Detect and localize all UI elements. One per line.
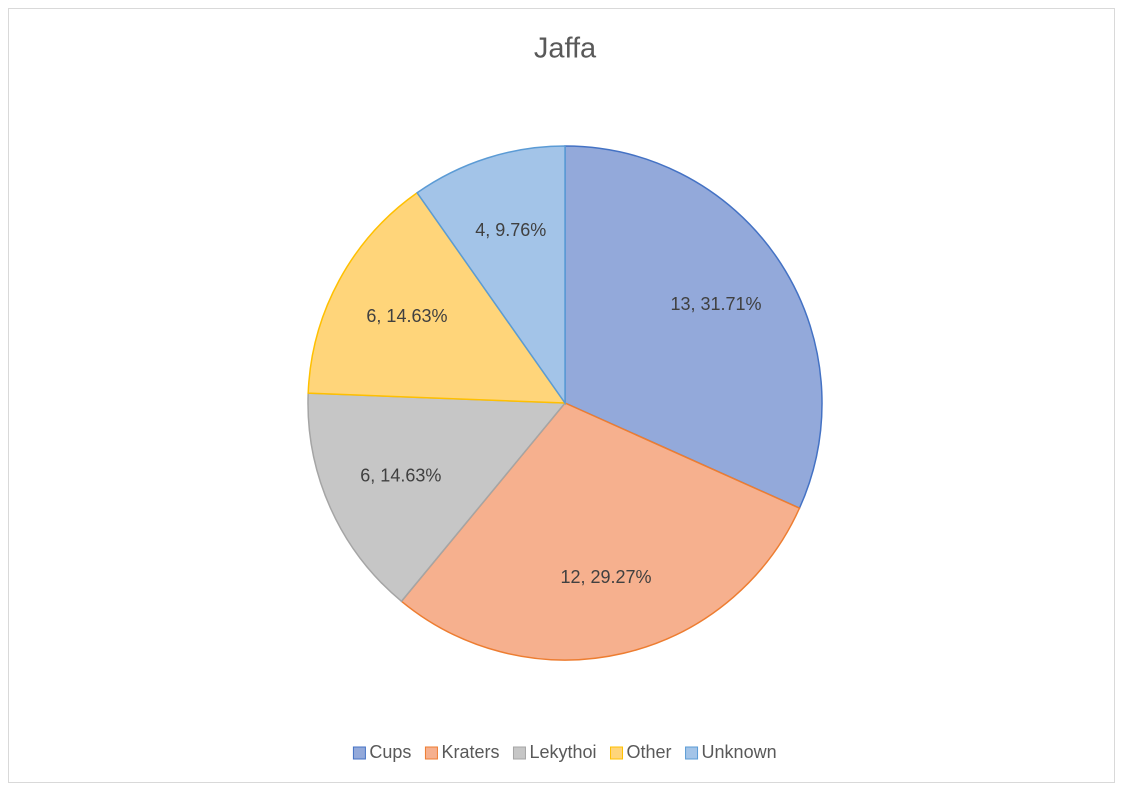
- data-label: 6, 14.63%: [360, 465, 441, 485]
- data-label: 6, 14.63%: [366, 306, 447, 326]
- legend-label: Lekythoi: [529, 742, 596, 762]
- pie-slice: [307, 392, 567, 603]
- chart-title: Jaffa: [534, 33, 597, 65]
- data-label: 13, 31.71%: [670, 294, 761, 314]
- legend-label: Cups: [369, 742, 411, 762]
- legend-swatch: [512, 746, 526, 760]
- legend-swatch: [424, 746, 438, 760]
- legend-label: Other: [627, 742, 672, 762]
- data-label: 4, 9.76%: [475, 220, 546, 240]
- pie-slice: [416, 145, 566, 406]
- legend-label: Unknown: [702, 742, 777, 762]
- legend-swatch: [352, 746, 366, 760]
- legend-label: Kraters: [441, 742, 499, 762]
- legend-swatch: [610, 746, 624, 760]
- pie-slice: [307, 191, 567, 404]
- pie-slice: [400, 402, 801, 661]
- pie-slice: [564, 145, 823, 510]
- data-label: 12, 29.27%: [560, 567, 651, 587]
- legend-swatch: [685, 746, 699, 760]
